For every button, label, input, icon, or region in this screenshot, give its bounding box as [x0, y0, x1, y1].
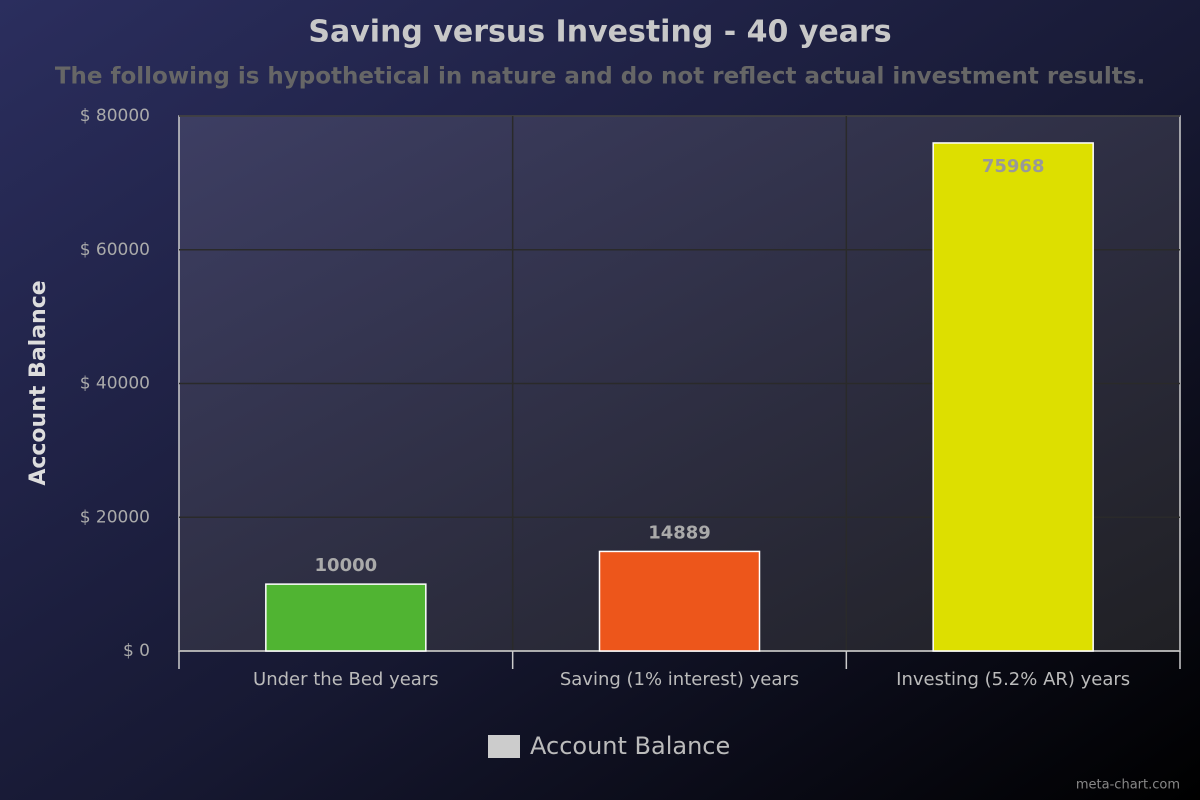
legend-label: Account Balance	[530, 732, 730, 760]
x-tick-label: Under the Bed years	[253, 669, 439, 690]
x-tick-label: Saving (1% interest) years	[560, 669, 799, 690]
y-tick-label: $ 20000	[80, 507, 150, 527]
bar	[932, 142, 1094, 652]
y-axis-label: Account Balance	[26, 280, 51, 485]
y-tick-label: $ 0	[123, 641, 150, 661]
y-tick-label: $ 60000	[80, 240, 150, 260]
x-tick-label: Investing (5.2% AR) years	[896, 669, 1130, 690]
data-label: 14889	[648, 522, 711, 543]
legend-swatch	[488, 735, 520, 758]
bar	[598, 550, 761, 652]
chart-title: Saving versus Investing - 40 years	[308, 15, 891, 50]
bar	[265, 583, 427, 652]
credit: meta-chart.com	[1076, 778, 1180, 793]
data-label: 10000	[315, 555, 378, 576]
chart-subtitle: The following is hypothetical in nature …	[55, 64, 1145, 90]
y-tick-label: $ 40000	[80, 374, 150, 394]
data-label: 75968	[982, 156, 1045, 177]
y-tick-label: $ 80000	[80, 106, 150, 126]
